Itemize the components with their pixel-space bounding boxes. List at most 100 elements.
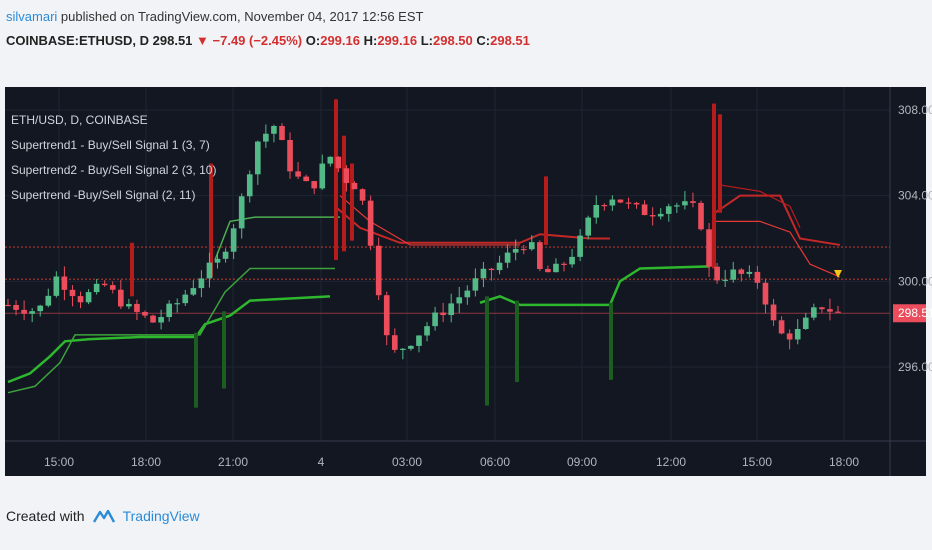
candle-body [150, 315, 156, 323]
publish-text: published on TradingView.com, November 0… [57, 9, 424, 24]
supertrend-red-line-3 [714, 194, 841, 246]
created-with-text: Created with [6, 508, 85, 524]
buy-signal-bar [485, 296, 489, 406]
x-tick-label: 12:00 [656, 455, 686, 469]
candle-body [416, 335, 422, 346]
candle-body [190, 288, 197, 295]
buy-signal-bar [609, 302, 613, 380]
legend-supertrend1[interactable]: Supertrend1 - Buy/Sell Signal 1 (3, 7) [11, 138, 210, 152]
candle-body [254, 141, 261, 175]
sell-marker-icon [834, 270, 842, 278]
candle-body [424, 326, 430, 336]
candle-body [496, 262, 503, 271]
y-tick-label: 300.00 [898, 274, 932, 288]
x-tick-label: 15:00 [44, 455, 74, 469]
candle-body [182, 294, 189, 304]
x-tick-label: 18:00 [131, 455, 161, 469]
candle-body [335, 156, 342, 169]
candle-body [819, 307, 825, 310]
close-label: C: [476, 33, 491, 48]
candle-body [577, 235, 583, 257]
tradingview-logo-icon[interactable] [92, 508, 115, 524]
candle-body [448, 303, 455, 316]
candle-body [528, 242, 535, 250]
y-tick-label: 308.00 [898, 103, 932, 117]
candle-body [440, 312, 446, 316]
sell-signal-bar [718, 114, 722, 213]
footer: Created with TradingView [6, 508, 200, 524]
candle-body [480, 268, 487, 279]
supertrend-red-line-4 [715, 220, 841, 278]
candle-body [174, 303, 181, 305]
candle-body [303, 176, 309, 182]
candle-body [545, 268, 551, 273]
supertrend-red-line-1 [334, 205, 610, 244]
sell-signal-bar [334, 99, 338, 260]
candle-body [166, 303, 172, 318]
buy-signal-bar [194, 332, 198, 408]
candle-body [770, 304, 777, 321]
candle-body [327, 156, 334, 164]
candle-body [222, 251, 229, 259]
candle-body [746, 271, 753, 274]
candle-body [585, 217, 592, 236]
buy-signal-bar [222, 311, 226, 389]
candle-body [730, 269, 737, 280]
candle-body [553, 263, 559, 273]
candle-body [569, 256, 575, 265]
y-tick-label: 304.00 [898, 189, 932, 203]
high-label: H: [363, 33, 378, 48]
candle-body [69, 289, 76, 297]
last-price-tag [893, 304, 926, 323]
candle-body [230, 228, 237, 252]
candle-body [561, 263, 567, 265]
x-tick-label: 4 [318, 455, 325, 469]
candle-body [682, 201, 688, 206]
candle-body [359, 189, 366, 201]
candle-body [690, 201, 696, 203]
y-tick-label: 296.00 [898, 360, 932, 374]
candle-body [126, 303, 132, 307]
candle-body [13, 305, 19, 310]
candle-body [811, 307, 817, 318]
x-tick-label: 18:00 [829, 455, 859, 469]
candle-body [319, 163, 326, 189]
sell-signal-bar [544, 176, 548, 245]
supertrend-green-line-3 [214, 216, 340, 261]
legend-supertrend3[interactable]: Supertrend -Buy/Sell Signal (2, 11) [11, 188, 196, 202]
symbol-name[interactable]: COINBASE:ETHUSD, D [6, 33, 150, 48]
candle-body [754, 271, 761, 283]
legend-symbol[interactable]: ETH/USD, D, COINBASE [11, 113, 148, 127]
x-tick-label: 21:00 [218, 455, 248, 469]
candle-body [311, 181, 318, 189]
sell-signal-bar [712, 103, 716, 269]
candle-body [786, 333, 793, 340]
candle-body [351, 182, 358, 190]
candle-body [343, 168, 350, 183]
tradingview-brand-link[interactable]: TradingView [122, 508, 200, 524]
candle-body [504, 252, 511, 263]
candle-body [101, 283, 108, 286]
candle-body [802, 317, 809, 329]
candle-body [609, 199, 616, 206]
candle-body [37, 305, 44, 312]
candle-body [472, 278, 479, 291]
candle-body [367, 200, 374, 246]
candle-body [117, 289, 124, 307]
candle-body [714, 266, 720, 281]
candle-body [77, 296, 84, 303]
candle-body [649, 215, 656, 217]
candle-body [391, 335, 398, 350]
candle-body [778, 320, 785, 334]
author-link[interactable]: silvamari [6, 9, 58, 24]
candle-body [383, 295, 390, 336]
candle-body [158, 317, 164, 323]
candle-body [464, 290, 471, 298]
candle-body [271, 125, 277, 134]
legend-supertrend2[interactable]: Supertrend2 - Buy/Sell Signal 2 (3, 10) [11, 163, 217, 177]
close-value: 298.51 [490, 33, 530, 48]
candle-body [295, 171, 301, 177]
sell-signal-bar [350, 163, 354, 241]
candle-body [665, 206, 672, 214]
